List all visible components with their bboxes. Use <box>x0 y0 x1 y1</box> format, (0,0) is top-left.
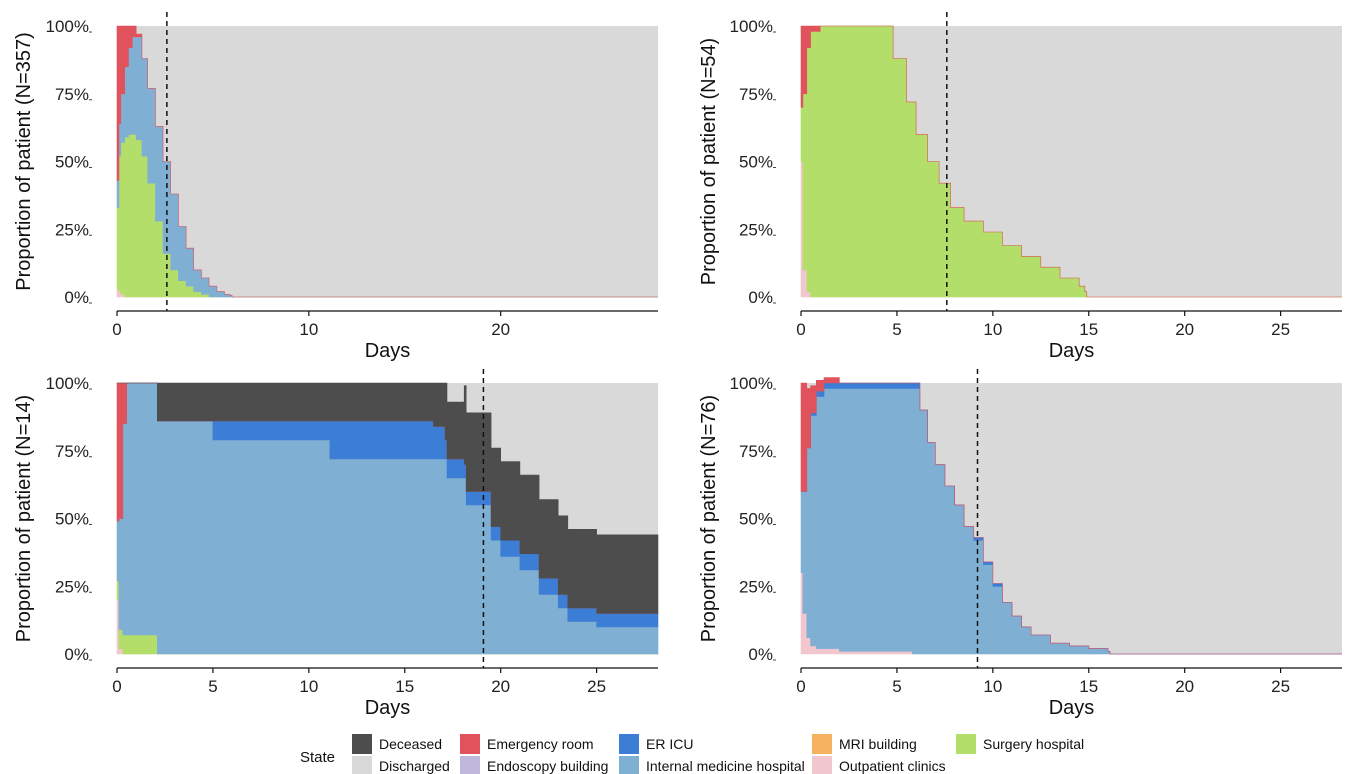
y-axis-title: Proportion of patient (N=14) <box>13 395 35 642</box>
y-tick-label: 75% <box>739 85 773 104</box>
panel-1: 0 10 20 0% 25% 50% 75% 100% Days Proportion of pa… <box>13 12 658 362</box>
legend: State Deceased Discharged Emergency room En… <box>300 734 1084 774</box>
legend-label-outpatient-clinics: Outpatient clinics <box>839 758 946 774</box>
y-axis-title: Proportion of patient (N=357) <box>13 32 35 291</box>
x-tick-label: 20 <box>491 677 510 696</box>
y-tick-label: 100% <box>730 17 773 36</box>
legend-swatch-outpatient-clinics <box>812 756 832 774</box>
x-axis-title: Days <box>1049 697 1095 719</box>
x-tick-label: 10 <box>299 320 318 339</box>
x-tick-label: 10 <box>299 677 318 696</box>
legend-label-internal-medicine-hospital: Internal medicine hospital <box>646 758 805 774</box>
y-axis-title: Proportion of patient (N=54) <box>698 38 720 285</box>
legend-swatch-surgery-hospital <box>956 734 976 754</box>
legend-title: State <box>300 749 335 766</box>
legend-swatch-mri-building <box>812 734 832 754</box>
x-tick-label: 15 <box>1079 677 1098 696</box>
x-tick-label: 15 <box>395 677 414 696</box>
x-tick-label: 5 <box>892 677 901 696</box>
x-tick-label: 0 <box>112 677 121 696</box>
y-tick-label: 0% <box>748 645 773 664</box>
y-tick-label: 75% <box>55 85 89 104</box>
x-tick-label: 10 <box>983 320 1002 339</box>
legend-swatch-deceased <box>352 734 372 754</box>
y-tick-label: 100% <box>46 17 89 36</box>
x-tick-label: 20 <box>491 320 510 339</box>
y-tick-label: 25% <box>55 220 89 239</box>
x-tick-label: 5 <box>208 677 217 696</box>
x-tick-label: 0 <box>112 320 121 339</box>
y-tick-label: 50% <box>739 153 773 172</box>
panel-4: 0 5 10 15 20 25 0% 25% 50% 75% 100% Days Proportion … <box>698 369 1342 719</box>
legend-swatch-emergency-room <box>460 734 480 754</box>
y-tick-label: 0% <box>64 645 89 664</box>
y-tick-label: 25% <box>739 577 773 596</box>
panel-2: 0 5 10 15 20 25 0% 25% 50% 75% 100% Days Proportion … <box>698 12 1342 362</box>
legend-label-er-icu: ER ICU <box>646 736 693 752</box>
y-tick-label: 100% <box>46 374 89 393</box>
legend-label-deceased: Deceased <box>379 736 442 752</box>
y-tick-label: 75% <box>739 442 773 461</box>
series-emergency-room <box>800 377 1342 655</box>
x-axis-title: Days <box>365 340 411 362</box>
legend-label-endoscopy-building: Endoscopy building <box>487 758 608 774</box>
y-tick-label: 0% <box>64 288 89 307</box>
x-tick-label: 15 <box>1079 320 1098 339</box>
x-tick-label: 0 <box>796 320 805 339</box>
y-axis-title: Proportion of patient (N=76) <box>698 395 720 642</box>
series-emergency-room <box>800 25 1342 298</box>
legend-swatch-er-icu <box>619 734 639 754</box>
y-tick-label: 50% <box>55 153 89 172</box>
x-tick-label: 10 <box>983 677 1002 696</box>
y-tick-label: 100% <box>730 374 773 393</box>
x-tick-label: 25 <box>1271 320 1290 339</box>
x-tick-label: 25 <box>587 677 606 696</box>
x-tick-label: 20 <box>1175 320 1194 339</box>
y-tick-label: 75% <box>55 442 89 461</box>
y-tick-label: 25% <box>739 220 773 239</box>
legend-label-discharged: Discharged <box>379 758 450 774</box>
legend-swatch-internal-medicine-hospital <box>619 756 639 774</box>
legend-swatch-discharged <box>352 756 372 774</box>
series-discharged <box>117 26 658 297</box>
x-tick-label: 5 <box>892 320 901 339</box>
legend-label-emergency-room: Emergency room <box>487 736 594 752</box>
legend-swatch-endoscopy-building <box>460 756 480 774</box>
legend-label-surgery-hospital: Surgery hospital <box>983 736 1084 752</box>
y-tick-label: 50% <box>55 510 89 529</box>
series-emergency-room <box>116 25 658 298</box>
y-tick-label: 50% <box>739 510 773 529</box>
x-axis-title: Days <box>365 697 411 719</box>
x-tick-label: 25 <box>1271 677 1290 696</box>
panel-3: 0 5 10 15 20 25 0% 25% 50% 75% 100% Days Proportion … <box>13 369 659 719</box>
series-deceased <box>117 382 659 614</box>
y-tick-label: 0% <box>748 288 773 307</box>
x-axis-title: Days <box>1049 340 1095 362</box>
x-tick-label: 0 <box>796 677 805 696</box>
legend-label-mri-building: MRI building <box>839 736 917 752</box>
y-tick-label: 25% <box>55 577 89 596</box>
x-tick-label: 20 <box>1175 677 1194 696</box>
